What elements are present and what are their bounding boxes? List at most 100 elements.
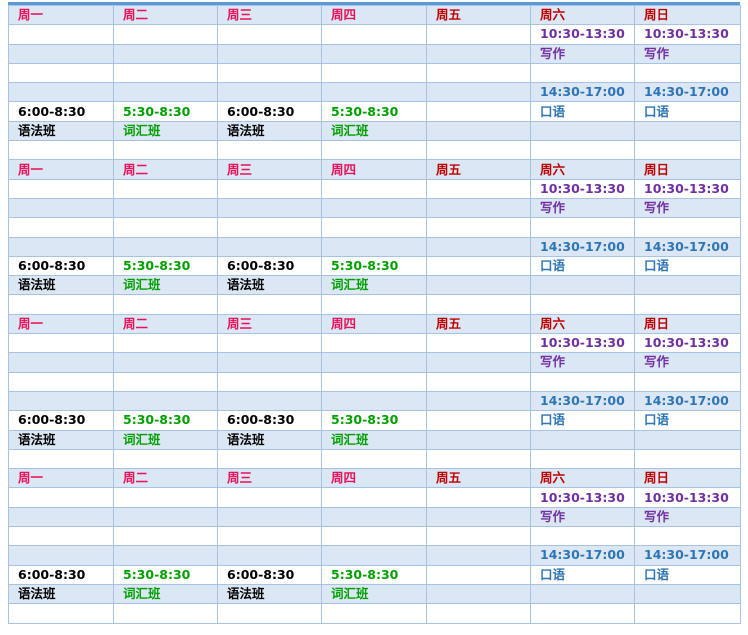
- day-header-sat[interactable]: 周六: [530, 468, 635, 489]
- day-header-wed[interactable]: 周三: [217, 4, 322, 26]
- vocab-class[interactable]: 词汇班: [321, 275, 427, 296]
- empty-cell[interactable]: [321, 545, 427, 566]
- day-header-tue[interactable]: 周二: [113, 313, 218, 335]
- vocab-class[interactable]: 词汇班: [321, 120, 427, 142]
- empty-cell[interactable]: [634, 583, 741, 605]
- empty-cell[interactable]: [530, 120, 635, 142]
- empty-cell[interactable]: [113, 487, 218, 508]
- vocab-class[interactable]: 词汇班: [113, 275, 218, 296]
- empty-cell[interactable]: [113, 43, 218, 64]
- empty-cell[interactable]: [217, 62, 322, 84]
- empty-cell[interactable]: [8, 603, 114, 624]
- weekend-morning-time[interactable]: 10:30-13:30: [530, 24, 635, 45]
- empty-cell[interactable]: [113, 236, 218, 257]
- empty-cell[interactable]: [8, 333, 114, 354]
- day-header-tue[interactable]: 周二: [113, 159, 218, 180]
- empty-cell[interactable]: [426, 410, 531, 431]
- empty-cell[interactable]: [113, 545, 218, 566]
- day-header-thu[interactable]: 周四: [321, 313, 427, 335]
- weekend-morning-time[interactable]: 10:30-13:30: [530, 333, 635, 354]
- day-header-fri[interactable]: 周五: [426, 468, 531, 489]
- weekday-time[interactable]: 5:30-8:30: [113, 101, 218, 122]
- empty-cell[interactable]: [426, 487, 531, 508]
- empty-cell[interactable]: [217, 487, 322, 508]
- empty-cell[interactable]: [217, 506, 322, 528]
- weekend-afternoon-class[interactable]: 口语: [530, 101, 635, 122]
- empty-cell[interactable]: [113, 217, 218, 238]
- empty-cell[interactable]: [426, 526, 531, 547]
- empty-cell[interactable]: [8, 487, 114, 508]
- empty-cell[interactable]: [8, 178, 114, 199]
- empty-cell[interactable]: [113, 506, 218, 528]
- weekday-time[interactable]: 5:30-8:30: [113, 255, 218, 277]
- weekday-time[interactable]: 6:00-8:30: [217, 255, 322, 277]
- weekend-afternoon-class[interactable]: 口语: [634, 564, 741, 585]
- weekend-afternoon-class[interactable]: 口语: [530, 255, 635, 277]
- empty-cell[interactable]: [217, 603, 322, 624]
- empty-cell[interactable]: [426, 178, 531, 199]
- weekend-morning-time[interactable]: 10:30-13:30: [634, 487, 741, 508]
- empty-cell[interactable]: [321, 603, 427, 624]
- empty-cell[interactable]: [321, 236, 427, 257]
- empty-cell[interactable]: [530, 526, 635, 547]
- day-header-sat[interactable]: 周六: [530, 313, 635, 335]
- empty-cell[interactable]: [530, 294, 635, 315]
- grammar-class[interactable]: 语法班: [217, 120, 322, 142]
- empty-cell[interactable]: [426, 275, 531, 296]
- empty-cell[interactable]: [217, 371, 322, 392]
- empty-cell[interactable]: [113, 62, 218, 84]
- empty-cell[interactable]: [426, 390, 531, 412]
- empty-cell[interactable]: [321, 371, 427, 392]
- empty-cell[interactable]: [634, 140, 741, 161]
- empty-cell[interactable]: [113, 352, 218, 373]
- weekday-time[interactable]: 5:30-8:30: [113, 564, 218, 585]
- empty-cell[interactable]: [426, 62, 531, 84]
- day-header-sat[interactable]: 周六: [530, 159, 635, 180]
- day-header-sun[interactable]: 周日: [634, 313, 741, 335]
- empty-cell[interactable]: [217, 140, 322, 161]
- weekend-morning-class[interactable]: 写作: [634, 352, 741, 373]
- empty-cell[interactable]: [8, 545, 114, 566]
- empty-cell[interactable]: [634, 603, 741, 624]
- empty-cell[interactable]: [321, 217, 427, 238]
- empty-cell[interactable]: [321, 352, 427, 373]
- weekend-afternoon-time[interactable]: 14:30-17:00: [634, 236, 741, 257]
- weekend-afternoon-time[interactable]: 14:30-17:00: [634, 545, 741, 566]
- empty-cell[interactable]: [8, 236, 114, 257]
- empty-cell[interactable]: [217, 526, 322, 547]
- empty-cell[interactable]: [217, 333, 322, 354]
- empty-cell[interactable]: [426, 82, 531, 103]
- empty-cell[interactable]: [426, 24, 531, 45]
- weekend-morning-class[interactable]: 写作: [530, 352, 635, 373]
- empty-cell[interactable]: [321, 333, 427, 354]
- empty-cell[interactable]: [8, 217, 114, 238]
- empty-cell[interactable]: [8, 197, 114, 219]
- empty-cell[interactable]: [634, 429, 741, 450]
- empty-cell[interactable]: [321, 43, 427, 64]
- empty-cell[interactable]: [321, 487, 427, 508]
- weekday-time[interactable]: 6:00-8:30: [8, 101, 114, 122]
- empty-cell[interactable]: [217, 448, 322, 470]
- empty-cell[interactable]: [113, 603, 218, 624]
- empty-cell[interactable]: [217, 545, 322, 566]
- empty-cell[interactable]: [530, 217, 635, 238]
- empty-cell[interactable]: [426, 294, 531, 315]
- day-header-wed[interactable]: 周三: [217, 313, 322, 335]
- weekend-morning-class[interactable]: 写作: [634, 506, 741, 528]
- empty-cell[interactable]: [113, 197, 218, 219]
- empty-cell[interactable]: [530, 371, 635, 392]
- empty-cell[interactable]: [634, 294, 741, 315]
- weekday-time[interactable]: 6:00-8:30: [8, 410, 114, 431]
- day-header-fri[interactable]: 周五: [426, 159, 531, 180]
- empty-cell[interactable]: [426, 603, 531, 624]
- weekend-morning-time[interactable]: 10:30-13:30: [530, 178, 635, 199]
- empty-cell[interactable]: [321, 448, 427, 470]
- empty-cell[interactable]: [426, 333, 531, 354]
- weekend-morning-time[interactable]: 10:30-13:30: [634, 178, 741, 199]
- day-header-sun[interactable]: 周日: [634, 468, 741, 489]
- weekday-time[interactable]: 6:00-8:30: [217, 101, 322, 122]
- weekend-morning-time[interactable]: 10:30-13:30: [530, 487, 635, 508]
- empty-cell[interactable]: [426, 101, 531, 122]
- weekend-afternoon-class[interactable]: 口语: [530, 564, 635, 585]
- empty-cell[interactable]: [113, 371, 218, 392]
